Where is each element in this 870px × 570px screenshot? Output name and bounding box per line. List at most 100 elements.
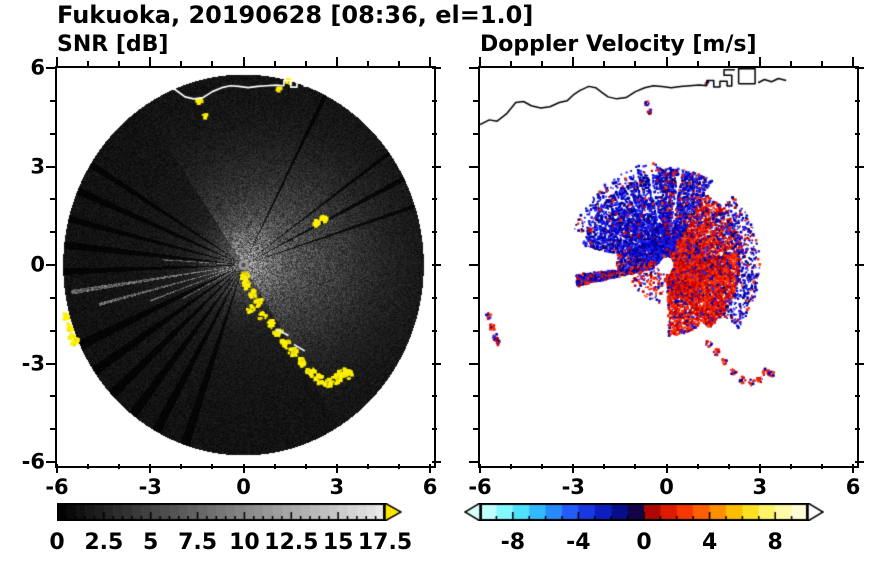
x-axis-tick	[304, 61, 307, 66]
x-axis-tick	[335, 464, 338, 473]
snr-colorbar-label: 15	[322, 530, 354, 555]
y-axis-tick	[855, 264, 864, 266]
x-axis-tick	[603, 464, 606, 469]
x-tick-label: -3	[138, 475, 162, 499]
snr-colorbar-label: 2.5	[84, 530, 124, 555]
x-axis-tick	[634, 61, 637, 66]
x-axis-tick	[429, 57, 431, 66]
y-axis-tick	[432, 296, 437, 299]
velocity-colorbar-label: 0	[636, 530, 652, 555]
y-axis-tick	[855, 132, 860, 135]
x-axis-tick	[366, 464, 369, 469]
x-tick-label: 0	[659, 475, 674, 499]
x-axis-tick	[541, 464, 544, 469]
x-axis-tick	[273, 464, 276, 469]
y-axis-tick	[469, 165, 478, 168]
x-axis-tick	[852, 464, 854, 473]
y-axis-tick	[432, 99, 437, 102]
y-axis-tick	[46, 461, 55, 463]
y-axis-tick	[469, 264, 478, 266]
x-axis-tick	[118, 464, 121, 469]
velocity-ppi-canvas	[480, 68, 853, 462]
y-axis-tick	[473, 231, 478, 234]
x-axis-tick	[696, 464, 699, 469]
x-axis-tick	[304, 464, 307, 469]
y-axis-tick	[473, 198, 478, 201]
y-axis-tick	[855, 329, 860, 332]
x-tick-label: 3	[329, 475, 345, 499]
x-axis-tick	[789, 464, 792, 469]
snr-colorbar-label: 7.5	[178, 530, 218, 555]
y-axis-tick	[50, 428, 55, 431]
velocity-panel-title: Doppler Velocity [m/s]	[480, 32, 757, 57]
x-axis-tick	[429, 464, 431, 473]
y-axis-tick	[469, 67, 478, 69]
x-axis-tick	[479, 464, 481, 473]
x-axis-tick	[242, 57, 245, 66]
y-axis-tick	[50, 198, 55, 201]
x-tick-label: 0	[236, 475, 251, 499]
x-axis-tick	[665, 464, 668, 473]
y-axis-tick	[855, 198, 860, 201]
x-axis-tick	[397, 464, 400, 469]
y-axis-tick	[46, 165, 55, 168]
y-axis-tick	[855, 362, 864, 365]
x-tick-label: -6	[45, 475, 69, 499]
snr-colorbar-label: 17.5	[357, 530, 413, 555]
y-axis-tick	[50, 296, 55, 299]
y-axis-tick	[432, 395, 437, 398]
y-axis-tick	[855, 99, 860, 102]
y-axis-tick	[432, 231, 437, 234]
snr-plot-area	[55, 66, 436, 468]
x-axis-tick	[56, 57, 58, 66]
y-axis-tick	[432, 67, 441, 69]
y-axis-tick	[469, 362, 478, 365]
y-tick-label: 0	[30, 252, 45, 277]
snr-colorbar	[57, 503, 402, 521]
x-axis-tick	[87, 464, 90, 469]
velocity-colorbar-label: -4	[566, 530, 591, 555]
x-axis-tick	[820, 61, 823, 66]
velocity-plot-area	[478, 66, 859, 468]
y-axis-tick	[855, 395, 860, 398]
x-axis-tick	[510, 61, 513, 66]
y-axis-tick	[432, 461, 441, 463]
y-axis-tick	[469, 461, 478, 463]
y-axis-tick	[855, 428, 860, 431]
y-axis-tick	[473, 296, 478, 299]
y-axis-tick	[473, 132, 478, 135]
y-axis-tick	[50, 231, 55, 234]
y-axis-tick	[50, 99, 55, 102]
x-tick-label: -3	[561, 475, 585, 499]
x-axis-tick	[211, 61, 214, 66]
velocity-colorbar-label: -8	[500, 530, 526, 555]
snr-colorbar-label: 12.5	[264, 530, 319, 555]
y-axis-tick	[50, 132, 55, 135]
x-axis-tick	[758, 464, 761, 473]
y-axis-tick	[855, 231, 860, 234]
x-axis-tick	[366, 61, 369, 66]
x-axis-tick	[180, 61, 183, 66]
x-axis-tick	[56, 464, 58, 473]
y-axis-tick	[855, 296, 860, 299]
x-axis-tick	[696, 61, 699, 66]
y-axis-tick	[855, 165, 864, 168]
y-tick-label: -6	[21, 449, 45, 474]
x-axis-tick	[211, 464, 214, 469]
x-axis-tick	[118, 61, 121, 66]
snr-ppi-canvas	[57, 68, 430, 462]
y-axis-tick	[432, 165, 441, 168]
y-axis-tick	[432, 329, 437, 332]
x-tick-label: 6	[845, 475, 861, 499]
snr-colorbar-label: 0	[49, 530, 65, 555]
x-axis-tick	[820, 464, 823, 469]
y-axis-tick	[855, 67, 864, 69]
x-axis-tick	[273, 61, 276, 66]
x-axis-tick	[852, 57, 854, 66]
x-axis-tick	[397, 61, 400, 66]
y-axis-tick	[473, 428, 478, 431]
x-axis-tick	[727, 61, 730, 66]
x-tick-label: -6	[468, 475, 492, 499]
snr-panel-title: SNR [dB]	[57, 32, 169, 57]
